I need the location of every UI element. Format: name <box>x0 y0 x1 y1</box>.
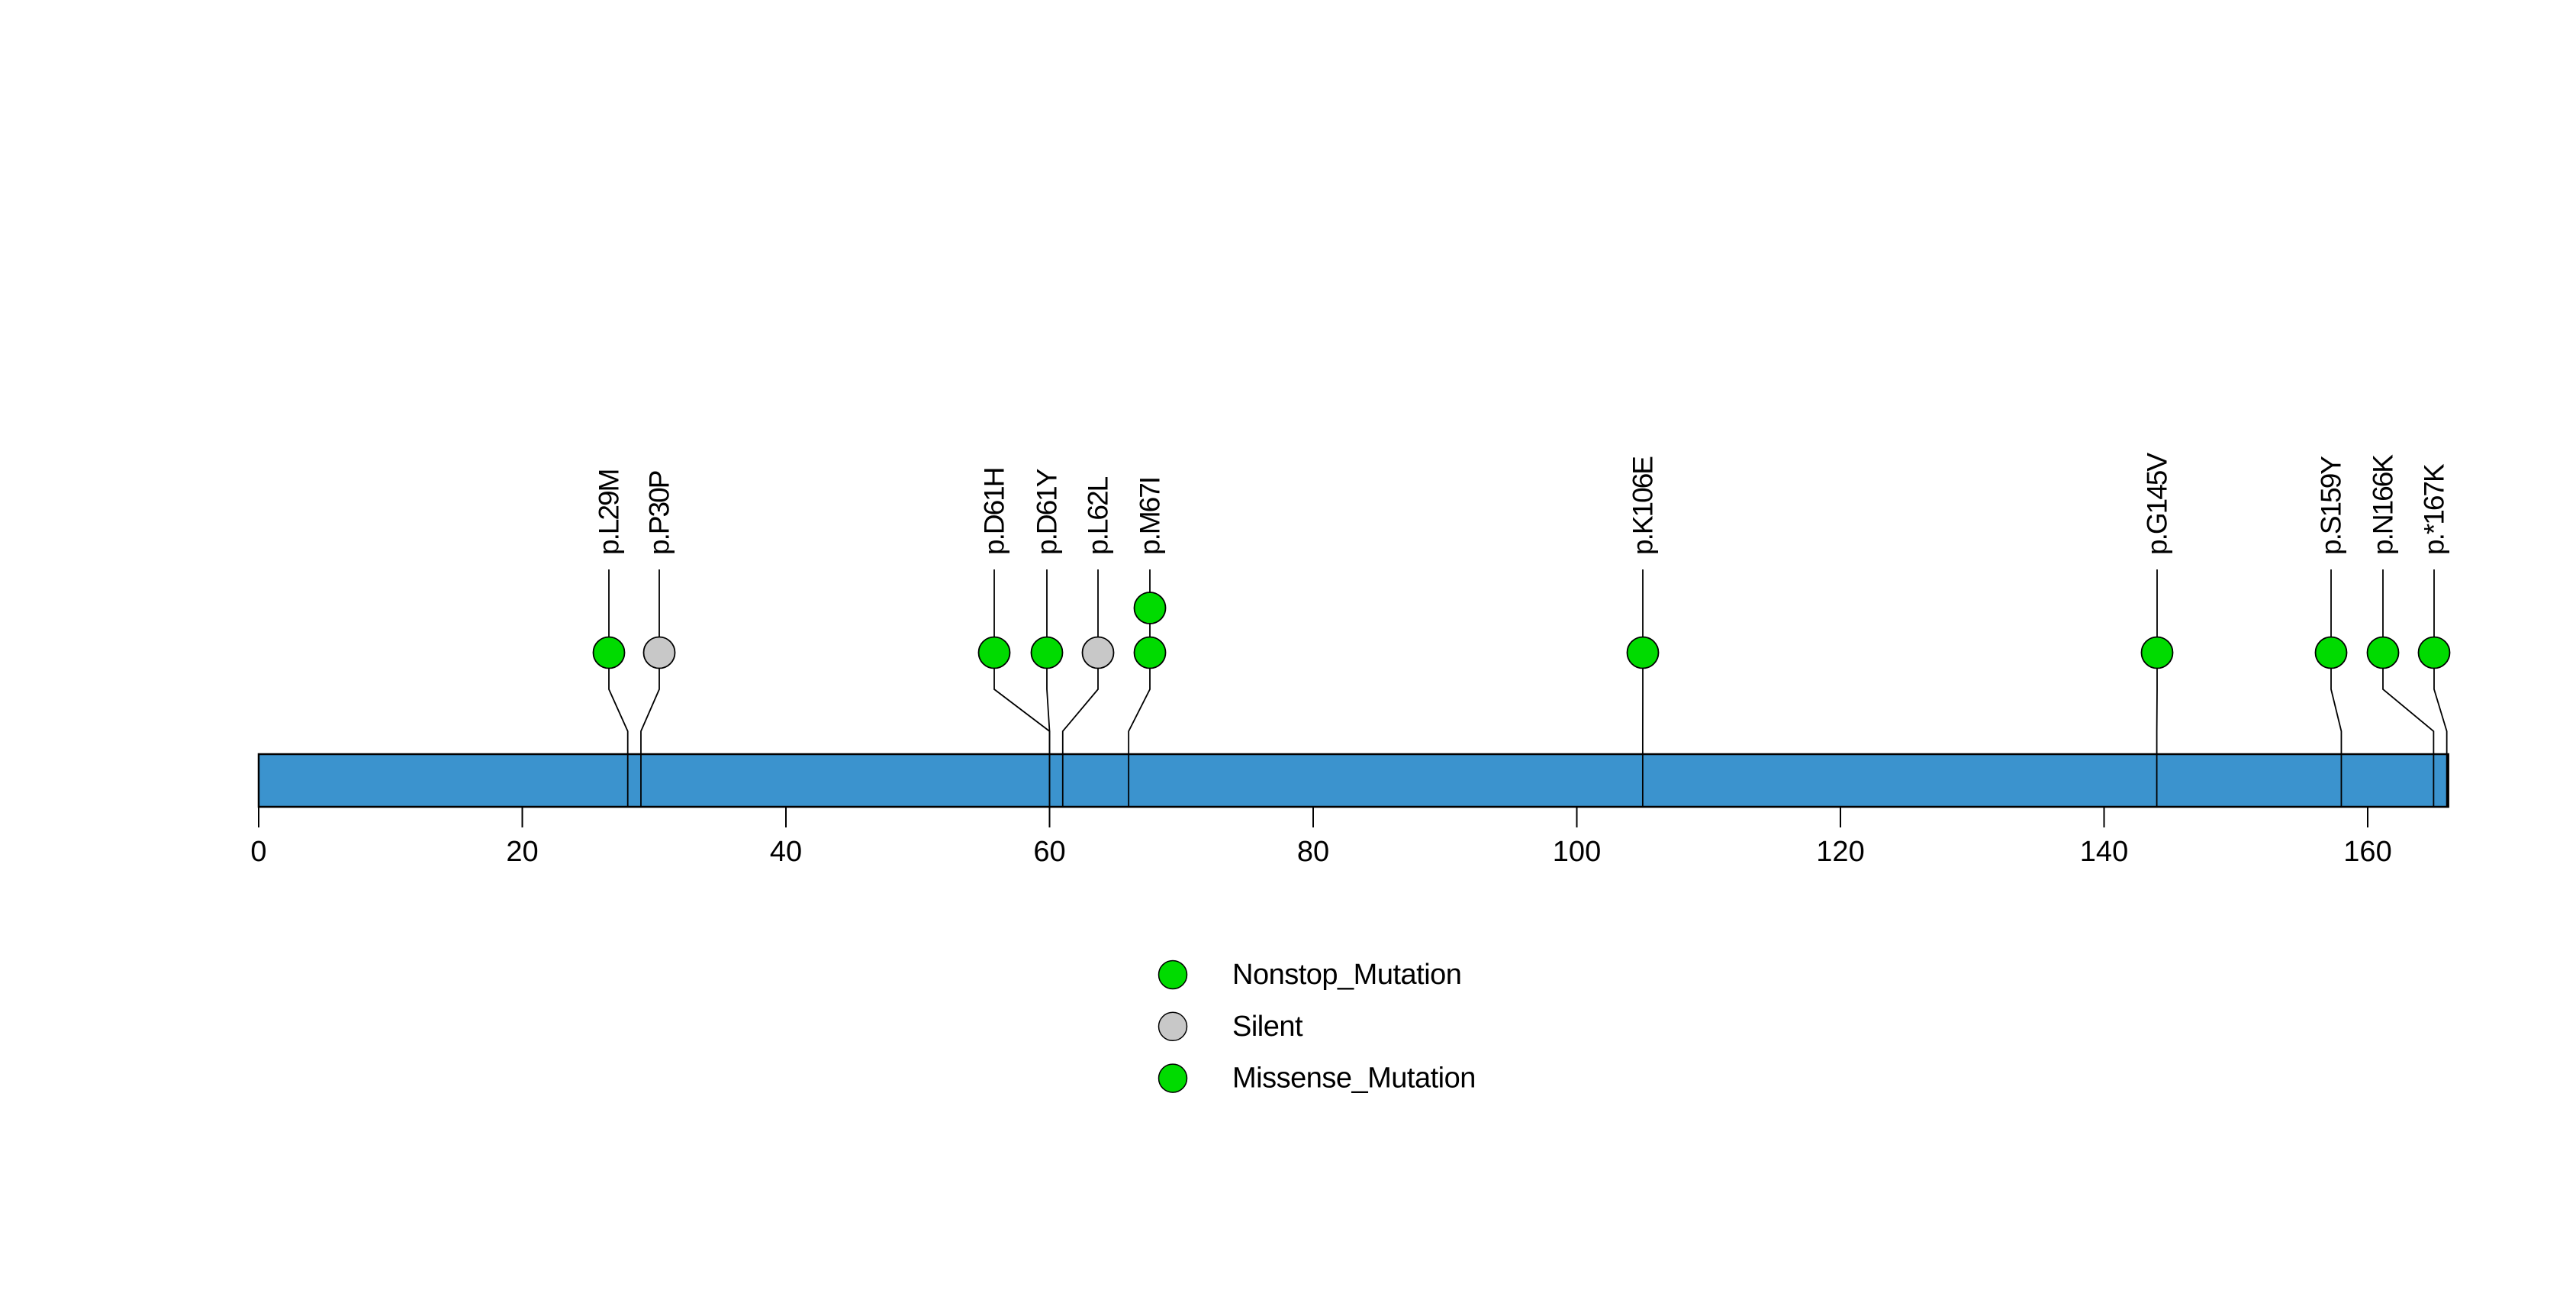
lollipop-pp30p: p.P30P <box>640 471 676 806</box>
mutation-circle <box>977 636 1011 669</box>
lollipop-ps159y: p.S159Y <box>2314 456 2348 806</box>
x-axis: 0 20 40 60 80 100 120 140 160 <box>250 807 2392 868</box>
lollipop-stem <box>640 569 660 806</box>
legend-label: Silent <box>1232 1011 1303 1043</box>
x-axis-tick-label: 100 <box>1553 836 1601 868</box>
lollipop-stem <box>1046 569 1051 806</box>
lollipop-pm67i: p.M67I <box>1128 478 1167 806</box>
legend: Nonstop_Mutation Silent Missense_Mutation <box>1158 959 1476 1095</box>
mutation-label: p.L29M <box>594 470 625 555</box>
mutation-circle <box>2314 636 2348 669</box>
mutation-circle <box>2140 636 2174 669</box>
mutation-label: p.D61H <box>979 469 1010 555</box>
mutation-circle <box>2366 636 2400 669</box>
mutation-label: p.N166K <box>2368 454 2399 555</box>
lollipop-stem <box>2330 569 2343 806</box>
legend-swatch <box>1158 959 1188 990</box>
mutation-circle <box>642 636 676 669</box>
lollipop-pg145v: p.G145V <box>2140 453 2174 806</box>
lollipop-pl62l: p.L62L <box>1061 476 1115 806</box>
lollipop-pl29m: p.L29M <box>592 470 629 806</box>
lollipop-stem <box>608 569 629 806</box>
mutation-label: p.*167K <box>2419 463 2450 555</box>
x-axis-tick-label: 40 <box>770 836 802 868</box>
mutation-label: p.M67I <box>1135 478 1166 555</box>
legend-swatch <box>1158 1063 1188 1093</box>
x-axis-tick-label: 80 <box>1297 836 1329 868</box>
mutation-label: p.P30P <box>644 471 675 555</box>
mutation-circle <box>1626 636 1660 669</box>
x-axis-tick-label: 140 <box>2080 836 2128 868</box>
legend-swatch <box>1158 1011 1188 1042</box>
mutation-circle <box>1133 592 1167 624</box>
x-axis-tick-label: 160 <box>2343 836 2391 868</box>
lollipop-stem <box>2433 569 2448 806</box>
lollipop-pd61y: p.D61Y <box>1030 469 1064 806</box>
lollipop-pk106e: p.K106E <box>1626 456 1660 806</box>
mutation-label: p.L62L <box>1083 476 1114 555</box>
x-axis-tick-label: 20 <box>506 836 538 868</box>
mutation-label: p.S159Y <box>2316 456 2347 555</box>
x-axis-tick-label: 60 <box>1033 836 1065 868</box>
legend-label: Nonstop_Mutation <box>1232 959 1461 991</box>
mutation-circle <box>1133 636 1167 669</box>
mutation-label: p.G145V <box>2142 453 2173 555</box>
lollipop-pd61h: p.D61H <box>977 469 1051 806</box>
lollipop-stem <box>1128 569 1151 806</box>
lollipop-p167k: p.*167K <box>2417 463 2451 806</box>
protein-bar <box>257 753 2449 808</box>
lollipop-pn166k: p.N166K <box>2366 454 2435 806</box>
mutation-circle <box>592 636 626 669</box>
mutation-label: p.D61Y <box>1032 469 1063 555</box>
lollipop-stem <box>2382 569 2435 806</box>
mutation-circle <box>1081 636 1115 669</box>
mutation-circle <box>1030 636 1064 669</box>
legend-label: Missense_Mutation <box>1232 1063 1476 1095</box>
x-axis-tick-label: 0 <box>250 836 266 868</box>
mutation-circle <box>2417 636 2451 669</box>
mutation-label: p.K106E <box>1628 456 1659 555</box>
x-axis-tick-label: 120 <box>1816 836 1864 868</box>
lollipop-stem <box>1061 569 1099 806</box>
